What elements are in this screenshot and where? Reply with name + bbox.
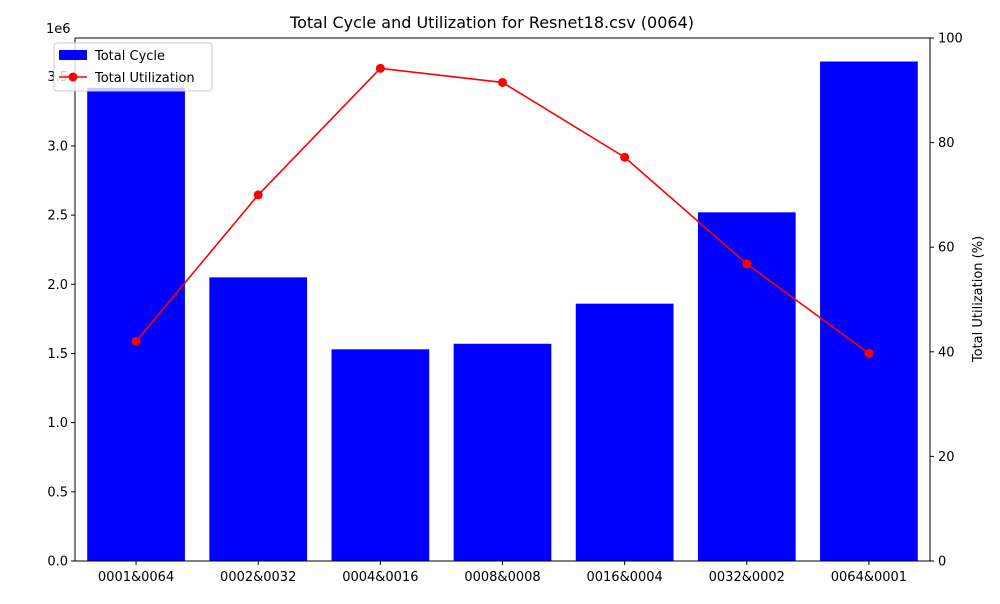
y-tick-label: 3.0 [47,139,68,154]
x-tick-label: 0008&0008 [464,570,540,585]
x-tick-label: 0016&0004 [586,570,662,585]
legend-marker-total-utilization [68,72,78,82]
y2-tick-label: 80 [938,136,955,151]
point-total-utilization [498,77,507,87]
y2-tick-label: 0 [938,555,946,570]
y-axis-offset-label: 1e6 [46,22,71,37]
y-tick-label: 0.5 [47,485,68,500]
y-tick-label: 2.0 [47,278,68,293]
y2-tick-label: 40 [938,345,955,360]
y-tick-label: 0.0 [47,555,68,570]
bar-total-cycle [453,343,552,561]
x-tick-label: 0002&0032 [220,570,296,585]
bar-total-cycle [820,61,918,561]
x-tick-label: 0064&0001 [831,570,907,585]
y2-tick-label: 20 [938,450,955,465]
point-total-utilization [864,348,874,358]
point-total-utilization [253,190,263,200]
point-total-utilization [375,63,385,73]
bars-layer [87,61,918,562]
legend: Total Cycle Total Utilization [53,42,213,92]
axes-layer: 0.00.51.01.52.02.53.03.50204060801000001… [47,32,963,586]
point-total-utilization [742,259,752,269]
bar-total-cycle [331,349,430,561]
legend-label-total-utilization: Total Utilization [94,71,195,86]
y-tick-label: 2.5 [47,209,68,224]
legend-frame [53,42,213,92]
point-total-utilization [131,336,141,346]
point-total-utilization [620,152,630,162]
legend-label-total-cycle: Total Cycle [94,49,165,64]
y-tick-label: 1.5 [47,347,68,362]
chart-title: Total Cycle and Utilization for Resnet18… [289,13,694,32]
y-tick-label: 1.0 [47,416,68,431]
x-tick-label: 0001&0064 [98,570,174,585]
bar-total-cycle [575,303,674,561]
bar-total-cycle [209,277,308,561]
y2-tick-label: 100 [938,32,963,47]
legend-swatch-total-cycle [59,50,87,60]
bar-total-cycle [697,212,796,562]
utilization-line-layer [131,63,874,358]
x-tick-label: 0032&0002 [709,570,785,585]
x-tick-label: 0004&0016 [342,570,418,585]
y2-axis-label: Total Utilization (%) [971,236,986,363]
y2-tick-label: 60 [938,241,955,256]
bar-total-cycle [87,87,185,562]
